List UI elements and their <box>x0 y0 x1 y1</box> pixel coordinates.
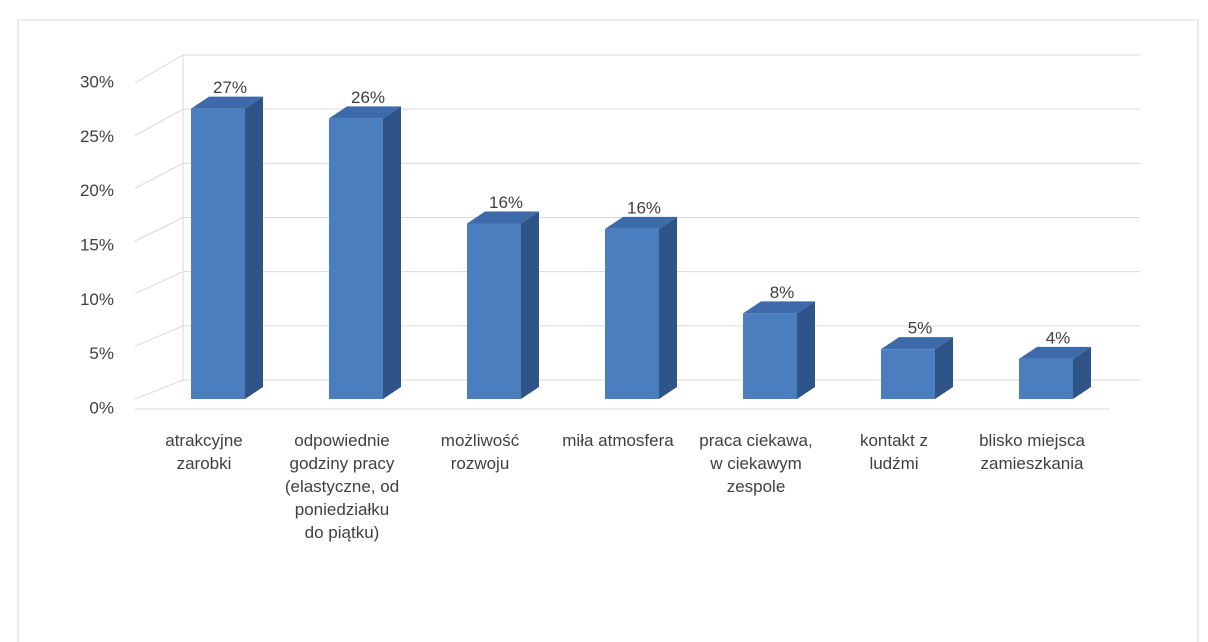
x-tick-label: blisko miejsca zamieszkania <box>979 431 1085 473</box>
x-tick-label: kontakt z ludźmi <box>859 431 929 473</box>
bar-side <box>245 96 263 400</box>
bar <box>605 228 659 399</box>
value-label: 16% <box>627 198 661 217</box>
bar <box>467 223 521 399</box>
bar-top <box>881 337 953 350</box>
y-tick-label: 20% <box>80 181 114 200</box>
bar-side <box>659 216 677 399</box>
bar-side <box>1073 346 1091 399</box>
grid-line <box>134 217 184 242</box>
bar <box>1019 358 1073 399</box>
y-tick-label: 15% <box>80 235 114 254</box>
y-tick-label: 0% <box>89 398 114 417</box>
bar-side <box>935 337 953 399</box>
bar-top <box>329 106 401 119</box>
grid-line <box>134 108 184 137</box>
grid-line <box>134 162 184 189</box>
x-tick-label: praca ciekawa, w ciekawym zespole <box>699 431 813 496</box>
value-label: 27% <box>213 78 247 97</box>
y-tick-label: 5% <box>89 344 114 363</box>
bar-top <box>1019 346 1091 359</box>
bar <box>329 118 383 400</box>
grid-line <box>134 54 184 84</box>
bar-top <box>605 216 677 229</box>
grid-line <box>134 325 184 347</box>
y-tick-label: 10% <box>80 290 114 309</box>
value-label: 26% <box>351 88 385 107</box>
bar <box>191 108 245 400</box>
bar-side <box>521 211 539 399</box>
y-tick-label: 25% <box>80 127 114 146</box>
bar-top <box>743 301 815 314</box>
grid-line <box>134 379 184 400</box>
bar-side <box>383 106 401 400</box>
bar <box>743 313 797 399</box>
bar-top <box>191 96 263 109</box>
grid-line <box>134 271 184 295</box>
x-tick-label: miła atmosfera <box>562 431 674 450</box>
y-tick-label: 30% <box>80 72 114 91</box>
x-tick-label: odpowiednie godziny pracy (elastyczne, o… <box>284 431 400 542</box>
value-label: 5% <box>908 319 933 338</box>
bar <box>881 349 935 399</box>
value-label: 8% <box>770 283 795 302</box>
bar-top <box>467 211 539 224</box>
value-label: 4% <box>1046 328 1071 347</box>
x-tick-label: atrakcyjne zarobki <box>165 431 243 473</box>
x-tick-label: możliwość rozwoju <box>440 431 520 473</box>
bar-side <box>797 301 815 399</box>
value-label: 16% <box>489 193 523 212</box>
